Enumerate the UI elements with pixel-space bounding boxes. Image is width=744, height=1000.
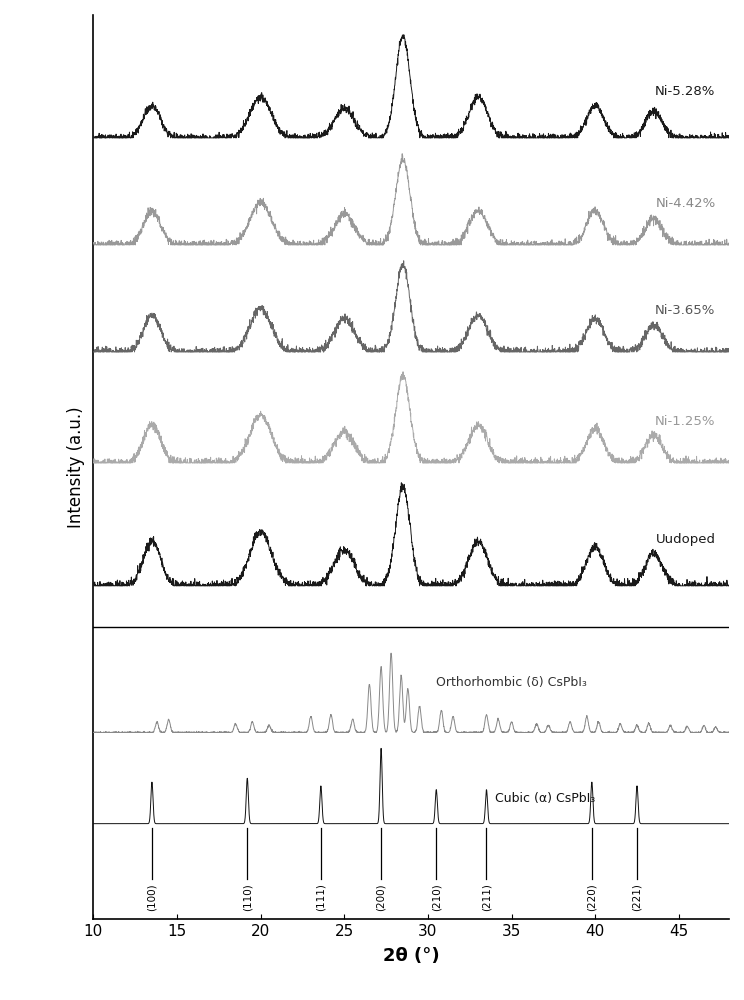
Text: (210): (210) [432,883,441,911]
Text: Ni-3.65%: Ni-3.65% [655,304,716,317]
Text: Ni-4.42%: Ni-4.42% [655,197,716,210]
Text: Orthorhombic (δ) CsPbI₃: Orthorhombic (δ) CsPbI₃ [436,676,587,689]
Text: Ni-5.28%: Ni-5.28% [655,85,716,98]
Text: (111): (111) [316,883,326,911]
Text: Cubic (α) CsPbI₃: Cubic (α) CsPbI₃ [495,792,595,805]
Text: (200): (200) [376,883,386,911]
Y-axis label: Intensity (a.u.): Intensity (a.u.) [67,406,85,528]
X-axis label: 2θ (°): 2θ (°) [383,947,440,965]
Text: (100): (100) [147,883,157,911]
Text: Uudoped: Uudoped [655,533,716,546]
Text: (211): (211) [481,883,492,911]
Text: Ni-1.25%: Ni-1.25% [655,415,716,428]
Text: (110): (110) [243,883,252,911]
Text: (220): (220) [587,883,597,911]
Text: (221): (221) [632,883,642,911]
